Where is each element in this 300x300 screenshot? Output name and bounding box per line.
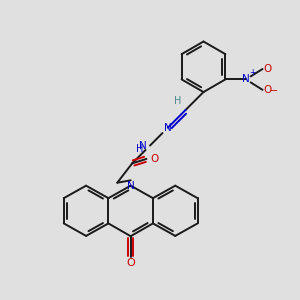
Text: H: H (136, 143, 143, 154)
Text: −: − (270, 86, 278, 96)
Text: H: H (174, 96, 181, 106)
Text: N: N (164, 123, 172, 133)
Text: +: + (250, 68, 256, 77)
Text: O: O (264, 64, 272, 74)
Text: N: N (242, 74, 250, 84)
Text: N: N (139, 140, 147, 151)
Text: O: O (126, 258, 135, 268)
Text: N: N (127, 181, 135, 191)
Text: O: O (150, 154, 159, 164)
Text: O: O (264, 85, 272, 95)
